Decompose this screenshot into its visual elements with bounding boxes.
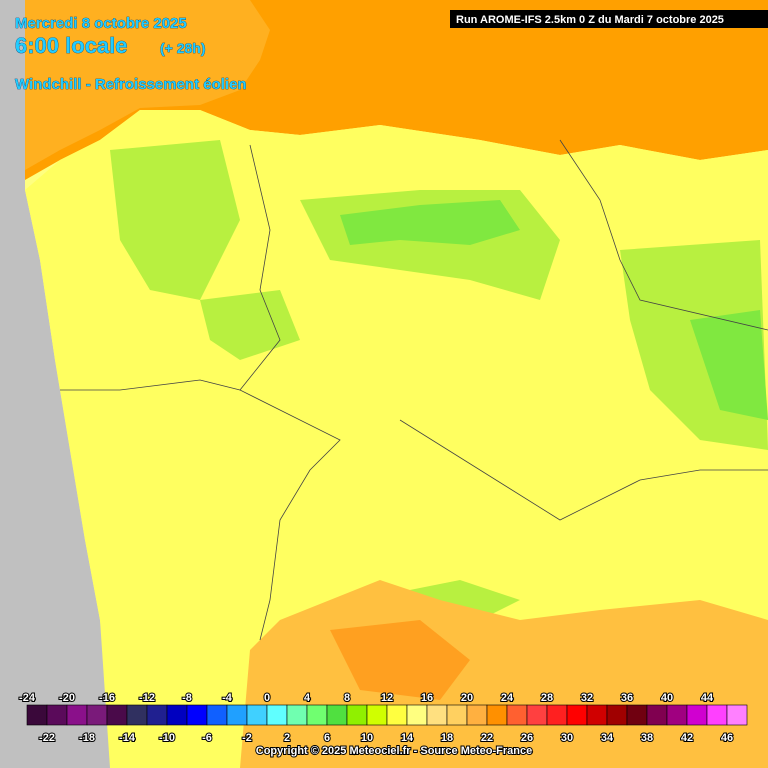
legend-label: 16 (421, 692, 433, 704)
legend-label: -4 (222, 692, 233, 704)
legend-label: 24 (501, 692, 514, 704)
legend: -24-22-20-18-16-14-12-10-8-6-4-202468101… (18, 691, 748, 745)
legend-swatch (126, 704, 148, 726)
legend-swatch (346, 704, 368, 726)
legend-swatch (166, 704, 188, 726)
legend-label: 32 (581, 692, 593, 704)
legend-swatch (566, 704, 588, 726)
legend-label: 46 (721, 732, 733, 744)
legend-label: -22 (39, 732, 55, 744)
legend-label: -2 (242, 732, 252, 744)
legend-swatch (246, 704, 268, 726)
legend-swatch (46, 704, 68, 726)
legend-label: -24 (19, 692, 36, 704)
ocean-grey (0, 0, 110, 768)
legend-swatch (546, 704, 568, 726)
legend-swatch (186, 704, 208, 726)
legend-label: 0 (264, 692, 270, 704)
legend-swatch (586, 704, 608, 726)
legend-label: 42 (681, 732, 693, 744)
time: 6:00 locale (15, 33, 128, 58)
copyright: Copyright © 2025 Meteociel.fr - Source M… (256, 745, 532, 757)
legend-swatch (486, 704, 508, 726)
legend-label: -10 (159, 732, 175, 744)
legend-label: 10 (361, 732, 373, 744)
legend-swatch (86, 704, 108, 726)
legend-swatch (326, 704, 348, 726)
legend-label: 30 (561, 732, 573, 744)
legend-label: -8 (182, 692, 192, 704)
legend-label: 12 (381, 692, 393, 704)
legend-label: 18 (441, 732, 453, 744)
legend-label: -20 (59, 692, 75, 704)
legend-label: 38 (641, 732, 653, 744)
legend-swatch (646, 704, 668, 726)
legend-label: 2 (284, 732, 290, 744)
legend-label: 40 (661, 692, 673, 704)
sea-orange-light (25, 0, 270, 170)
south-orange-dark (330, 620, 470, 700)
legend-label: -6 (202, 732, 212, 744)
legend-swatch (146, 704, 168, 726)
legend-label: 4 (304, 692, 311, 704)
legend-swatch (226, 704, 248, 726)
legend-label: -16 (99, 692, 115, 704)
legend-label: 22 (481, 732, 493, 744)
legend-label: -12 (139, 692, 155, 704)
legend-label: 14 (401, 732, 414, 744)
legend-swatch (106, 704, 128, 726)
legend-label: 36 (621, 692, 633, 704)
legend-swatch (626, 704, 648, 726)
date: Mercredi 8 octobre 2025 (15, 15, 187, 32)
legend-swatch (526, 704, 548, 726)
legend-swatch (286, 704, 308, 726)
legend-swatch (506, 704, 528, 726)
legend-swatch (66, 704, 88, 726)
legend-swatch (306, 704, 328, 726)
legend-swatch (266, 704, 288, 726)
legend-swatch (726, 704, 748, 726)
legend-label: -18 (79, 732, 95, 744)
legend-label: -14 (119, 732, 136, 744)
legend-label: 44 (701, 692, 714, 704)
legend-swatch (446, 704, 468, 726)
legend-swatch (466, 704, 488, 726)
legend-swatch (26, 704, 48, 726)
run-info: Run AROME-IFS 2.5km 0 Z du Mardi 7 octob… (456, 14, 724, 26)
run-banner (450, 10, 768, 28)
legend-swatch (686, 704, 708, 726)
green-dark (340, 200, 768, 420)
legend-swatch (366, 704, 388, 726)
legend-swatch (706, 704, 728, 726)
legend-swatch (406, 704, 428, 726)
legend-swatch (206, 704, 228, 726)
legend-label: 26 (521, 732, 533, 744)
borders (60, 139, 768, 641)
legend-label: 28 (541, 692, 553, 704)
lead-time: (+ 28h) (160, 40, 206, 56)
legend-label: 6 (324, 732, 330, 744)
legend-swatch (666, 704, 688, 726)
parameter: Windchill - Refroissement éolien (15, 76, 247, 93)
legend-swatch (386, 704, 408, 726)
legend-label: 20 (461, 692, 473, 704)
legend-label: 8 (344, 692, 350, 704)
legend-swatch (426, 704, 448, 726)
legend-swatch (606, 704, 628, 726)
legend-label: 34 (601, 732, 614, 744)
